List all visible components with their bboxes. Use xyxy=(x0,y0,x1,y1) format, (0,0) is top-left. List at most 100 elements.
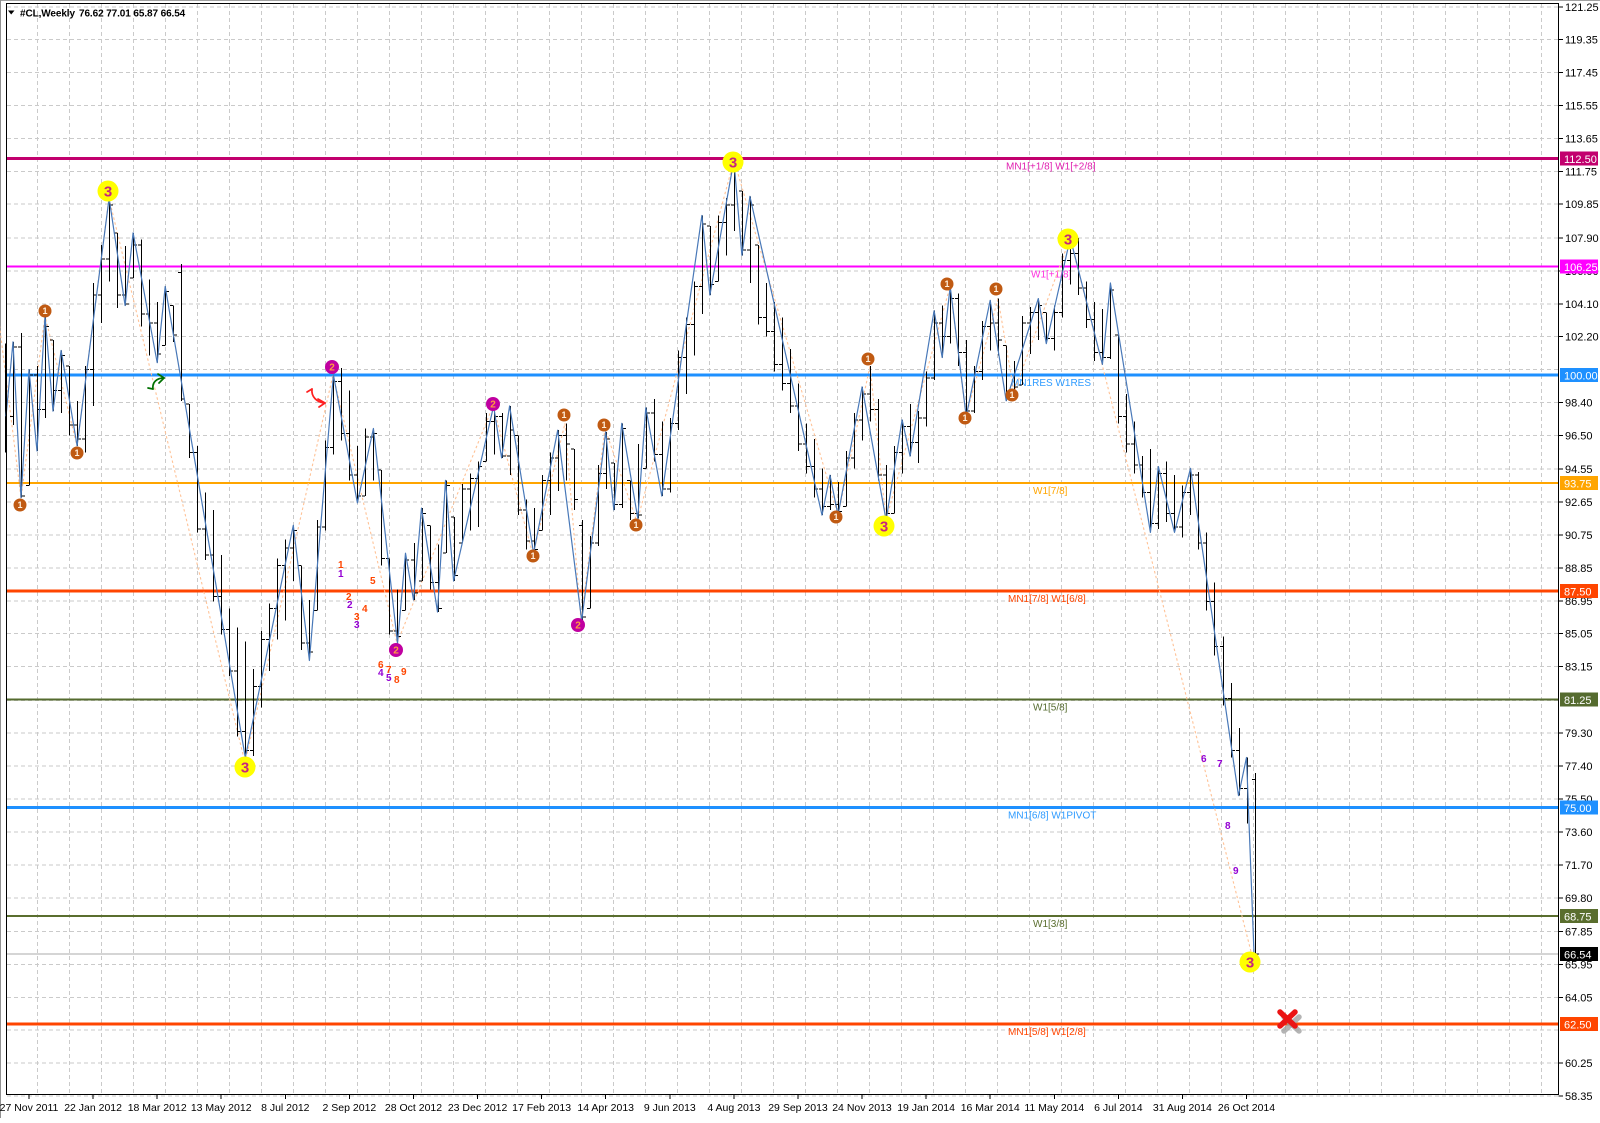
svg-text:113.65: 113.65 xyxy=(1565,133,1598,145)
svg-text:31 Aug 2014: 31 Aug 2014 xyxy=(1153,1102,1212,1114)
svg-text:4: 4 xyxy=(362,604,368,615)
svg-text:85.05: 85.05 xyxy=(1565,629,1593,641)
svg-text:65.95: 65.95 xyxy=(1565,959,1593,971)
svg-text:104.10: 104.10 xyxy=(1565,299,1599,311)
svg-text:13 May 2012: 13 May 2012 xyxy=(191,1102,252,1114)
svg-text:4: 4 xyxy=(378,668,384,679)
svg-text:88.85: 88.85 xyxy=(1565,563,1593,575)
svg-text:W1[+1/8]: W1[+1/8] xyxy=(1031,270,1072,281)
svg-text:1: 1 xyxy=(1009,390,1014,400)
svg-text:66.54: 66.54 xyxy=(1564,950,1592,962)
svg-text:8: 8 xyxy=(1225,821,1231,832)
svg-text:9: 9 xyxy=(401,667,407,678)
svg-text:5: 5 xyxy=(370,576,376,587)
svg-text:1: 1 xyxy=(633,520,638,530)
svg-text:2: 2 xyxy=(329,363,335,374)
svg-text:1: 1 xyxy=(993,284,998,294)
svg-text:1: 1 xyxy=(962,413,967,423)
svg-text:1: 1 xyxy=(561,410,566,420)
svg-text:58.35: 58.35 xyxy=(1565,1091,1593,1103)
svg-text:W1[7/8]: W1[7/8] xyxy=(1033,486,1068,497)
svg-text:81.25: 81.25 xyxy=(1564,695,1592,707)
svg-text:1: 1 xyxy=(530,551,535,561)
svg-text:1: 1 xyxy=(601,420,606,430)
svg-text:6 Jul 2014: 6 Jul 2014 xyxy=(1094,1102,1143,1114)
svg-text:1: 1 xyxy=(944,279,949,289)
svg-text:121.25: 121.25 xyxy=(1565,2,1599,14)
svg-text:100.00: 100.00 xyxy=(1564,370,1598,382)
svg-text:MN1[7/8] W1[6/8]: MN1[7/8] W1[6/8] xyxy=(1008,594,1086,605)
svg-text:93.75: 93.75 xyxy=(1564,479,1592,491)
svg-text:107.90: 107.90 xyxy=(1565,233,1599,245)
svg-text:9 Jun 2013: 9 Jun 2013 xyxy=(644,1102,696,1114)
svg-text:2: 2 xyxy=(346,592,352,603)
svg-text:2 Sep 2012: 2 Sep 2012 xyxy=(323,1102,377,1114)
svg-text:14 Apr 2013: 14 Apr 2013 xyxy=(577,1102,634,1114)
svg-text:2: 2 xyxy=(490,400,496,411)
svg-text:9: 9 xyxy=(1233,866,1239,877)
svg-text:102.20: 102.20 xyxy=(1565,332,1599,344)
svg-text:67.85: 67.85 xyxy=(1565,927,1593,939)
svg-text:71.70: 71.70 xyxy=(1565,860,1593,872)
svg-text:27 Nov 2011: 27 Nov 2011 xyxy=(0,1102,59,1114)
svg-text:7: 7 xyxy=(1217,759,1223,770)
svg-text:5: 5 xyxy=(386,673,392,684)
svg-text:76.62 77.01 65.87 66.54: 76.62 77.01 65.87 66.54 xyxy=(79,9,186,20)
svg-text:68.75: 68.75 xyxy=(1564,911,1592,923)
svg-text:60.25: 60.25 xyxy=(1565,1058,1593,1070)
svg-text:24 Nov 2013: 24 Nov 2013 xyxy=(832,1102,892,1114)
svg-text:69.80: 69.80 xyxy=(1565,893,1593,905)
svg-text:87.50: 87.50 xyxy=(1564,587,1592,599)
svg-text:18 Mar 2012: 18 Mar 2012 xyxy=(128,1102,187,1114)
svg-text:W1[5/8]: W1[5/8] xyxy=(1033,703,1068,714)
svg-text:96.50: 96.50 xyxy=(1565,430,1593,442)
svg-text:19 Jan 2014: 19 Jan 2014 xyxy=(897,1102,955,1114)
svg-text:6: 6 xyxy=(1201,754,1207,765)
svg-text:11 May 2014: 11 May 2014 xyxy=(1024,1102,1084,1114)
svg-text:119.35: 119.35 xyxy=(1565,35,1598,47)
svg-text:3: 3 xyxy=(729,154,737,171)
svg-text:MN1[+1/8] W1[+2/8]: MN1[+1/8] W1[+2/8] xyxy=(1006,161,1096,172)
svg-text:MN1RES W1RES: MN1RES W1RES xyxy=(1011,378,1091,389)
svg-text:3: 3 xyxy=(1064,231,1072,248)
svg-text:1: 1 xyxy=(42,306,47,316)
svg-text:62.50: 62.50 xyxy=(1564,1020,1592,1032)
svg-text:109.85: 109.85 xyxy=(1565,199,1599,211)
svg-text:106.25: 106.25 xyxy=(1564,262,1598,274)
svg-text:MN1[5/8] W1[2/8]: MN1[5/8] W1[2/8] xyxy=(1008,1027,1086,1038)
svg-text:1: 1 xyxy=(338,569,344,580)
svg-text:117.45: 117.45 xyxy=(1565,68,1598,80)
svg-text:77.40: 77.40 xyxy=(1565,761,1593,773)
svg-text:64.05: 64.05 xyxy=(1565,992,1593,1004)
svg-text:83.15: 83.15 xyxy=(1565,662,1593,674)
svg-text:1: 1 xyxy=(338,560,344,571)
svg-text:3: 3 xyxy=(354,612,360,623)
svg-text:23 Dec 2012: 23 Dec 2012 xyxy=(448,1102,508,1114)
svg-text:3: 3 xyxy=(354,620,360,631)
svg-text:2: 2 xyxy=(393,646,399,657)
svg-text:8 Jul 2012: 8 Jul 2012 xyxy=(261,1102,310,1114)
svg-text:4 Aug 2013: 4 Aug 2013 xyxy=(707,1102,760,1114)
svg-text:W1[3/8]: W1[3/8] xyxy=(1033,919,1068,930)
svg-text:29 Sep 2013: 29 Sep 2013 xyxy=(768,1102,828,1114)
svg-text:75.00: 75.00 xyxy=(1564,803,1592,815)
svg-text:1: 1 xyxy=(17,500,22,510)
svg-text:28 Oct 2012: 28 Oct 2012 xyxy=(385,1102,442,1114)
svg-text:2: 2 xyxy=(575,621,581,632)
svg-text:98.40: 98.40 xyxy=(1565,398,1593,410)
svg-text:3: 3 xyxy=(1246,954,1254,971)
svg-text:26 Oct 2014: 26 Oct 2014 xyxy=(1218,1102,1275,1114)
svg-text:8: 8 xyxy=(394,675,400,686)
svg-text:73.60: 73.60 xyxy=(1565,827,1593,839)
svg-text:1: 1 xyxy=(833,512,838,522)
svg-text:3: 3 xyxy=(880,518,888,535)
svg-text:86.95: 86.95 xyxy=(1565,596,1593,608)
svg-text:#CL,Weekly: #CL,Weekly xyxy=(20,9,75,20)
svg-text:1: 1 xyxy=(74,448,79,458)
svg-text:22 Jan 2012: 22 Jan 2012 xyxy=(64,1102,122,1114)
svg-text:94.55: 94.55 xyxy=(1565,464,1593,476)
svg-text:111.75: 111.75 xyxy=(1565,166,1597,178)
svg-text:17 Feb 2013: 17 Feb 2013 xyxy=(512,1102,571,1114)
svg-text:2: 2 xyxy=(347,600,353,611)
svg-text:3: 3 xyxy=(104,183,112,200)
